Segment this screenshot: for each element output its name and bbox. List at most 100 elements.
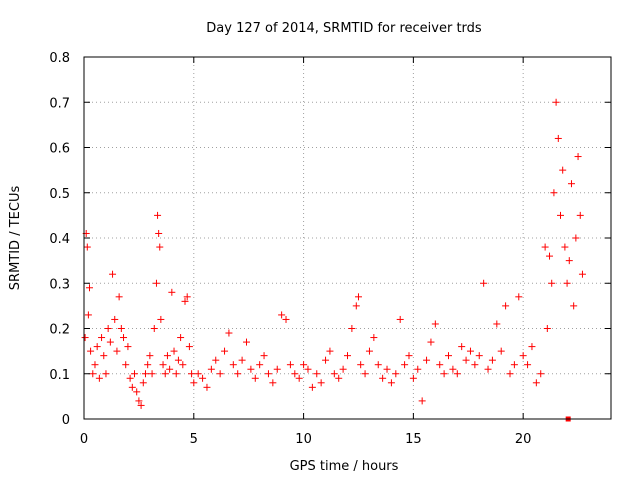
data-point bbox=[179, 361, 187, 369]
data-point bbox=[449, 365, 457, 373]
data-point bbox=[414, 365, 422, 373]
data-point bbox=[519, 352, 527, 360]
data-point bbox=[370, 334, 378, 342]
data-point bbox=[135, 397, 143, 405]
data-points bbox=[81, 98, 586, 422]
data-point bbox=[436, 361, 444, 369]
data-point bbox=[532, 379, 540, 387]
data-point bbox=[183, 293, 191, 301]
data-point bbox=[133, 388, 141, 396]
data-point bbox=[81, 334, 89, 342]
data-point bbox=[98, 334, 106, 342]
data-point bbox=[409, 374, 417, 382]
data-point bbox=[174, 356, 182, 364]
data-point bbox=[159, 361, 167, 369]
data-point bbox=[84, 311, 92, 319]
data-point bbox=[567, 180, 575, 188]
data-point bbox=[216, 370, 224, 378]
data-point bbox=[440, 370, 448, 378]
y-axis-label: SRMTID / TECUs bbox=[8, 186, 23, 291]
data-point bbox=[139, 379, 147, 387]
data-point bbox=[155, 229, 163, 237]
data-point bbox=[374, 361, 382, 369]
data-point bbox=[190, 379, 198, 387]
data-point bbox=[574, 153, 582, 161]
data-point bbox=[572, 234, 580, 242]
data-point bbox=[156, 243, 164, 251]
data-point bbox=[113, 347, 121, 355]
x-tick-label: 5 bbox=[190, 432, 198, 447]
x-tick-label: 0 bbox=[80, 432, 88, 447]
data-point bbox=[104, 325, 112, 332]
data-point bbox=[273, 365, 281, 373]
data-point bbox=[418, 397, 426, 405]
data-point bbox=[194, 370, 202, 378]
data-point bbox=[554, 134, 562, 142]
data-point bbox=[146, 352, 154, 360]
data-point bbox=[122, 361, 130, 369]
data-point bbox=[515, 293, 523, 301]
data-point bbox=[100, 352, 108, 360]
data-point bbox=[247, 365, 255, 373]
data-point bbox=[462, 356, 470, 364]
data-point bbox=[154, 211, 162, 219]
data-point bbox=[278, 311, 286, 319]
data-point bbox=[317, 379, 325, 387]
data-point bbox=[497, 347, 505, 355]
data-point bbox=[131, 370, 139, 378]
y-tick-label: 0.7 bbox=[49, 96, 70, 111]
data-point bbox=[502, 302, 510, 310]
data-point bbox=[313, 370, 321, 378]
data-point bbox=[229, 361, 237, 369]
data-point bbox=[506, 370, 514, 378]
data-point bbox=[488, 356, 496, 364]
data-point bbox=[427, 338, 435, 346]
data-point bbox=[181, 297, 189, 305]
data-point bbox=[484, 365, 492, 373]
data-point bbox=[161, 370, 169, 378]
data-point bbox=[295, 374, 303, 382]
data-point bbox=[170, 347, 178, 355]
data-point bbox=[471, 361, 479, 369]
data-point bbox=[383, 365, 391, 373]
data-point bbox=[322, 356, 330, 364]
data-point bbox=[234, 370, 242, 378]
data-point bbox=[85, 284, 93, 292]
data-point bbox=[361, 370, 369, 378]
data-point bbox=[348, 325, 356, 332]
y-tick-label: 0.3 bbox=[49, 277, 70, 292]
data-point bbox=[458, 343, 466, 351]
data-point bbox=[109, 270, 117, 278]
data-point bbox=[126, 374, 134, 382]
tick-labels: 0 0.1 0.2 0.3 0.4 0.5 0.6 0.7 0.8 0 5 10 15 20 bbox=[49, 51, 531, 447]
data-point bbox=[561, 243, 569, 251]
data-point bbox=[379, 374, 387, 382]
y-tick-label: 0.5 bbox=[49, 187, 70, 202]
data-point bbox=[480, 279, 488, 287]
data-point bbox=[87, 347, 95, 355]
data-point bbox=[344, 352, 351, 360]
data-point bbox=[166, 365, 174, 373]
data-point bbox=[565, 257, 573, 265]
data-point bbox=[141, 370, 149, 378]
data-point bbox=[91, 361, 99, 369]
data-point bbox=[89, 370, 97, 378]
data-point bbox=[203, 383, 211, 391]
data-point bbox=[330, 370, 338, 378]
data-point bbox=[286, 361, 294, 369]
data-point bbox=[177, 334, 185, 342]
data-point bbox=[199, 374, 207, 382]
data-point bbox=[552, 98, 560, 106]
data-point bbox=[120, 334, 128, 342]
data-point bbox=[238, 356, 246, 364]
data-point bbox=[524, 361, 532, 369]
data-point bbox=[269, 379, 277, 387]
data-point bbox=[157, 315, 165, 323]
data-point bbox=[493, 320, 501, 328]
data-point bbox=[548, 279, 556, 287]
data-point bbox=[453, 370, 461, 378]
data-point bbox=[242, 338, 250, 346]
data-point bbox=[207, 365, 215, 373]
data-point bbox=[163, 352, 171, 360]
